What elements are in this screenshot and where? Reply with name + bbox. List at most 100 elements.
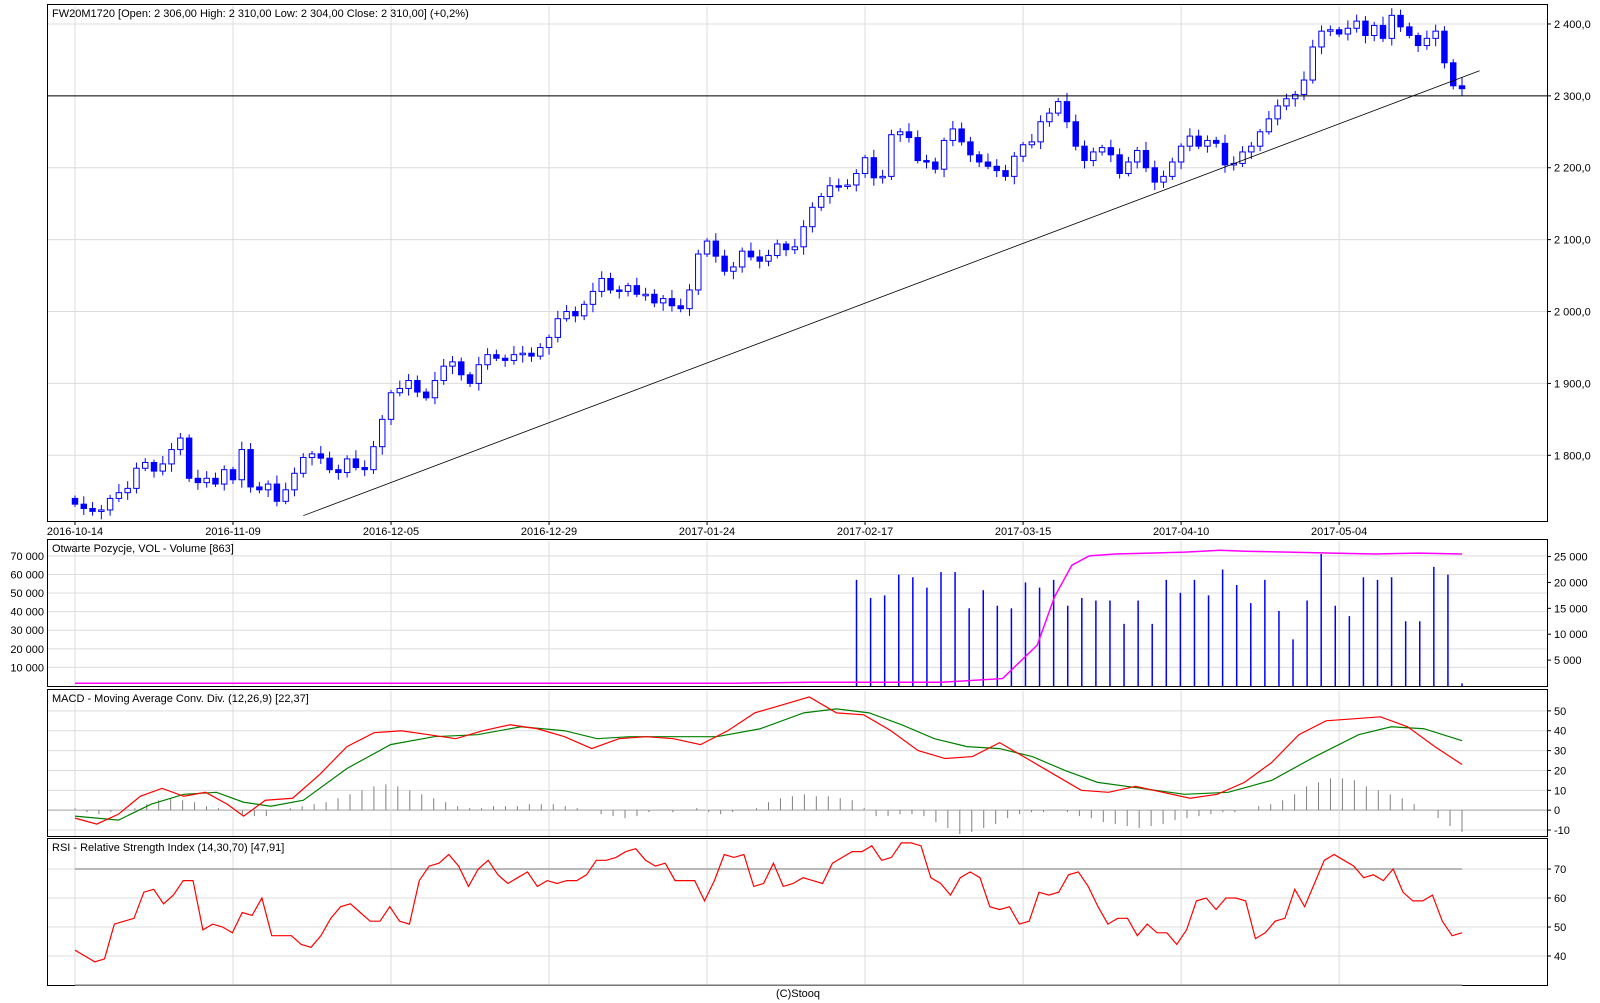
candle-body (291, 472, 298, 491)
candle-body (1002, 170, 1009, 177)
oi-axis-label: 30 000 (10, 625, 44, 637)
candle-body (835, 185, 842, 188)
date-tick-label: 2016-12-05 (363, 526, 419, 538)
candle-body (800, 226, 807, 248)
candle-body (238, 449, 246, 481)
volume-panel: 70 000 60 000 50 000 40 000 30 000 20 000 10 0… (10, 539, 1588, 687)
candle-body (853, 172, 860, 186)
candle-body (308, 453, 316, 458)
candle-body (1212, 139, 1220, 144)
rsi-y-tick-label: 40 (1554, 951, 1566, 963)
price-title: FW20M1720 [Open: 2 306,00 High: 2 310,00… (52, 8, 469, 20)
macd-y-tick-label: 50 (1554, 706, 1566, 718)
candle-body (80, 503, 87, 509)
candle-body (1309, 46, 1316, 81)
candle-body (1432, 30, 1439, 39)
oi-axis-label: 70 000 (10, 551, 44, 563)
candle-body (633, 285, 641, 295)
candle-body (826, 185, 834, 198)
volume-bars (855, 553, 1463, 686)
candle-body (545, 336, 553, 348)
candle-body (1397, 14, 1404, 28)
candle-body (431, 380, 439, 399)
date-tick-label: 2016-12-29 (521, 526, 577, 538)
rsi-line-group (74, 842, 1463, 963)
candle-body (598, 277, 605, 292)
candle-body (923, 160, 930, 163)
oi-axis-label: 50 000 (10, 588, 44, 600)
trend-line (303, 70, 1480, 517)
macd-y-tick-label: 30 (1554, 746, 1566, 758)
candle-body (809, 206, 816, 228)
candle-body (747, 250, 755, 258)
candle-body (782, 243, 790, 251)
candle-body (914, 137, 921, 162)
macd-histogram (74, 778, 1463, 835)
candle-body (194, 477, 202, 484)
candle-body (247, 449, 254, 488)
candle-body (624, 285, 632, 292)
macd-y-tick-label: 10 (1554, 785, 1566, 797)
candle-body (1133, 149, 1141, 163)
candle-body (1098, 147, 1106, 153)
date-tick-label: 2017-04-10 (1153, 526, 1209, 538)
price-candles (71, 8, 1466, 520)
candle-body (1441, 30, 1448, 64)
candle-body (1450, 62, 1457, 87)
candle-body (712, 240, 720, 257)
candle-body (668, 298, 676, 307)
candle-body (449, 361, 456, 367)
candle-body (528, 352, 535, 357)
candle-body (642, 293, 649, 297)
candle-body (405, 380, 412, 389)
rsi-y-tick-label: 70 (1554, 864, 1566, 876)
candle-body (1379, 24, 1387, 39)
date-tick-label: 2016-10-14 (47, 526, 103, 538)
candle-body (256, 486, 263, 491)
candle-body (177, 437, 184, 451)
candle-body (967, 141, 974, 156)
candle-body (326, 457, 333, 471)
price-y-tick-label: 1 900,0 (1554, 378, 1591, 390)
candle-body (940, 139, 948, 170)
oi-axis-label: 60 000 (10, 569, 44, 581)
candle-body (1362, 20, 1369, 36)
volume-axis-label: 10 000 (1554, 629, 1588, 641)
price-y-tick-label: 1 800,0 (1554, 450, 1591, 462)
candle-body (396, 387, 404, 394)
candle-body (458, 361, 465, 376)
candle-body (1388, 14, 1395, 39)
candle-body (1186, 135, 1194, 147)
candle-body (756, 256, 763, 262)
candle-body (387, 392, 395, 420)
macd-y-axis: 50 40 30 20 10 0 -10 (1547, 706, 1570, 837)
candle-body (1221, 142, 1229, 166)
candle-body (1344, 27, 1352, 35)
candle-body (361, 467, 368, 471)
candle-body (1406, 26, 1413, 36)
candle-body (440, 365, 447, 382)
footer-copyright: (C)Stooq (776, 988, 820, 1000)
candle-body (106, 497, 114, 511)
candle-body (1037, 121, 1044, 143)
price-y-axis: 1 800,0 1 900,0 2 000,0 2 100,0 2 200,0 2 300… (1547, 19, 1591, 462)
candle-body (1011, 155, 1018, 177)
candle-body (422, 391, 430, 399)
candle-body (1248, 145, 1255, 153)
candle-body (466, 374, 474, 384)
macd-line (74, 696, 1463, 825)
candle-body (721, 255, 728, 272)
price-y-tick-label: 2 400,0 (1554, 19, 1591, 31)
candle-body (975, 154, 983, 163)
candle-body (370, 446, 377, 471)
macd-y-tick-label: 20 (1554, 765, 1566, 777)
candle-body (150, 461, 158, 472)
candle-body (1107, 147, 1115, 156)
candle-body (580, 303, 588, 317)
candle-body (221, 469, 228, 485)
candle-body (1019, 144, 1027, 157)
candle-body (870, 157, 878, 179)
candle-body (1028, 141, 1036, 146)
candle-body (212, 477, 219, 485)
